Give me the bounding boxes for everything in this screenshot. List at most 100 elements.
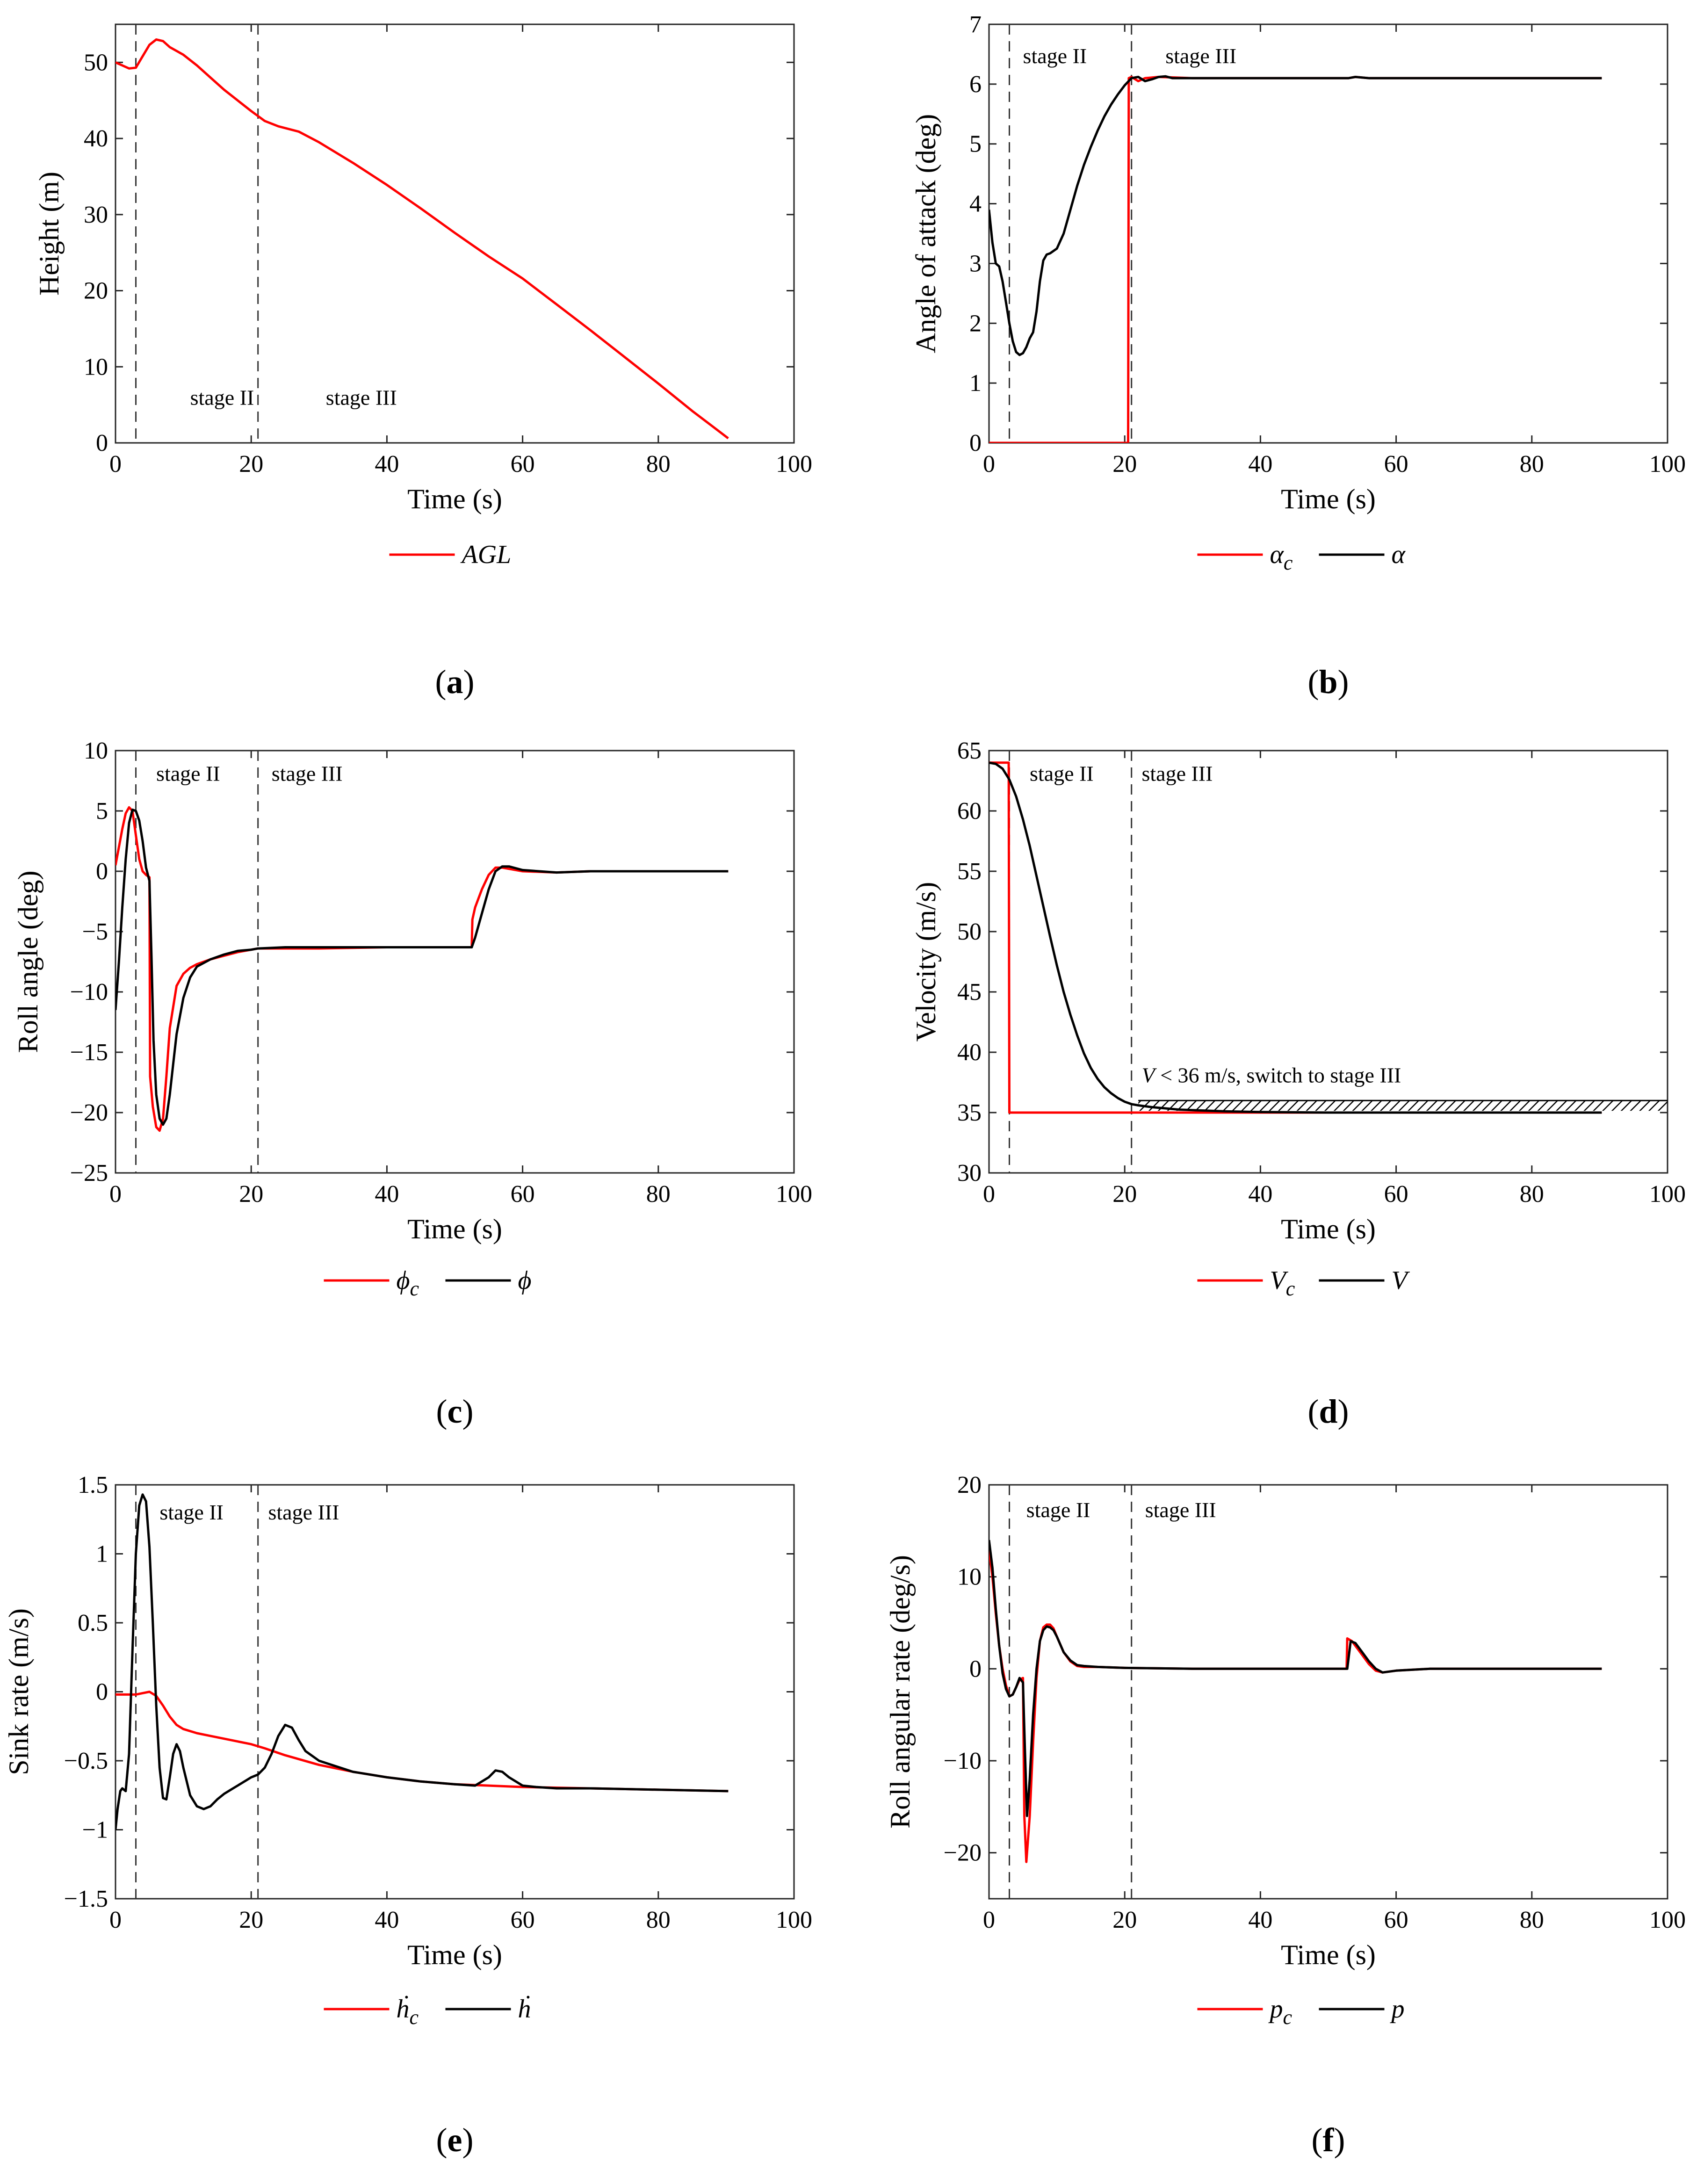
x-tick-label: 60 (1384, 1181, 1408, 1208)
stage-label: stage II (1030, 762, 1094, 786)
legend-subscript: c (1286, 1277, 1295, 1300)
x-tick-label: 100 (1649, 451, 1686, 477)
panel-letter: (f) (1312, 2121, 1345, 2159)
x-tick-label: 40 (375, 451, 399, 477)
y-tick-label: 2 (969, 310, 982, 337)
panel-letter-close: ) (1338, 663, 1349, 701)
y-tick-label: 40 (957, 1039, 982, 1066)
x-tick-label: 40 (1248, 1907, 1272, 1933)
series-line-p (989, 1540, 1602, 1817)
y-tick-label: 1 (969, 370, 982, 397)
y-tick-label: 0 (96, 858, 108, 885)
y-tick-label: 10 (957, 1564, 982, 1591)
y-tick-label: 10 (84, 738, 108, 764)
x-tick-label: 80 (1520, 1181, 1544, 1208)
stage-label: stage II (190, 386, 254, 410)
legend-symbol: V (1392, 1266, 1410, 1295)
y-tick-label: 6 (969, 71, 982, 98)
x-tick-label: 100 (776, 1181, 812, 1208)
threshold-annotation-var: V (1141, 1063, 1157, 1087)
threshold-annotation: V < 36 m/s, switch to stage III (1141, 1063, 1401, 1087)
panel-letter: (c) (436, 1393, 474, 1430)
y-tick-label: −10 (70, 979, 108, 1005)
legend-symbol: ϕ (397, 1266, 410, 1295)
x-tick-label: 80 (646, 1907, 671, 1933)
stage-label: stage III (326, 386, 397, 410)
panel-f: 0 20 40 60 80 100 −20 −10 0 10 20 Time (s) Roll angu… (885, 1472, 1686, 2159)
series-line-hdot (116, 1493, 729, 1830)
panel-letter-close: ) (1338, 1393, 1349, 1430)
legend-label-phi_c: ϕc (397, 1266, 419, 1300)
panel-letter: (a) (435, 663, 475, 701)
panel-letter-close: ) (462, 2121, 473, 2159)
panel-letter-close: ) (463, 663, 475, 701)
x-tick-label: 0 (109, 1181, 122, 1208)
y-tick-label: 20 (84, 278, 108, 304)
panel-letter-text: b (1319, 663, 1337, 701)
y-axis-label: Roll angular rate (deg/s) (885, 1555, 916, 1829)
legend-subscript: c (410, 1277, 419, 1300)
y-tick-label: 4 (969, 191, 982, 217)
y-tick-label: 60 (957, 798, 982, 824)
y-tick-label: 0 (96, 1679, 108, 1706)
plot-frame (988, 1484, 1668, 1900)
x-tick-label: 20 (1112, 451, 1137, 477)
x-axis-label: Time (s) (1281, 484, 1376, 514)
y-axis-label: Height (m) (34, 172, 65, 296)
x-tick-label: 20 (1112, 1907, 1137, 1933)
legend-label-p: p (1390, 1995, 1405, 2024)
y-tick-label: −1 (82, 1817, 108, 1844)
panel-letter-open: ( (435, 663, 447, 701)
stage-label: stage II (1023, 44, 1087, 68)
x-tick-label: 40 (375, 1181, 399, 1208)
x-tick-label: 100 (1649, 1907, 1686, 1933)
legend-symbol: α (1270, 540, 1285, 569)
y-tick-label: 50 (957, 918, 982, 945)
series-line-alpha (989, 75, 1602, 356)
legend-subscript: c (1284, 551, 1293, 574)
x-tick-label: 0 (109, 1907, 122, 1933)
x-tick-label: 80 (1520, 1907, 1544, 1933)
x-tick-label: 0 (109, 451, 122, 477)
series-line-V (989, 761, 1602, 1114)
y-tick-label: 0 (969, 430, 982, 456)
y-tick-label: −1.5 (64, 1886, 108, 1912)
series-line-phi (116, 808, 729, 1126)
y-tick-label: −15 (70, 1039, 108, 1066)
panel-letter-text: e (448, 2121, 462, 2159)
y-axis-label: Sink rate (m/s) (3, 1608, 34, 1775)
stage-label: stage III (1145, 1498, 1216, 1522)
x-tick-label: 0 (983, 1907, 995, 1933)
panel-letter-text: d (1319, 1393, 1337, 1430)
panel-letter: (d) (1307, 1393, 1349, 1430)
panel-e: 0 20 40 60 80 100 −1.5 −1 −0.5 0 0.5 1 1.5 Time (s) Si… (3, 1472, 812, 2159)
x-tick-label: 40 (375, 1907, 399, 1933)
panel-b: 0 20 40 60 80 100 0 1 2 3 4 5 6 7 Time (s) Angle of att… (910, 11, 1686, 701)
legend-label-V: V (1392, 1266, 1410, 1295)
panel-letter-text: f (1323, 2121, 1335, 2159)
y-tick-label: −20 (944, 1840, 982, 1866)
legend-subscript: c (410, 2006, 419, 2029)
legend-label-alpha: α (1392, 540, 1406, 569)
x-tick-label: 20 (1112, 1181, 1137, 1208)
y-tick-label: 65 (957, 738, 982, 764)
x-tick-label: 40 (1248, 451, 1272, 477)
y-tick-label: 5 (96, 798, 108, 824)
y-tick-label: 10 (84, 354, 108, 380)
x-tick-label: 80 (646, 1181, 671, 1208)
panel-d: 0 20 40 60 80 100 30 35 40 45 50 55 60 65 Time (s) Velo… (910, 738, 1686, 1430)
legend-symbol: V (1270, 1266, 1289, 1295)
legend-label-alpha_c: αc (1270, 540, 1293, 574)
y-tick-label: 1.5 (78, 1472, 108, 1498)
legend-symbol: ḣ (518, 1995, 531, 2024)
series-line-AGL (116, 38, 729, 440)
panel-letter-open: ( (436, 1393, 448, 1430)
x-tick-label: 60 (511, 1181, 535, 1208)
panel-letter-open: ( (436, 2121, 448, 2159)
panel-letter: (e) (436, 2121, 474, 2159)
x-tick-label: 40 (1248, 1181, 1272, 1208)
y-tick-label: 40 (84, 125, 108, 152)
stage-label: stage III (272, 762, 343, 786)
y-tick-label: 30 (957, 1160, 982, 1186)
